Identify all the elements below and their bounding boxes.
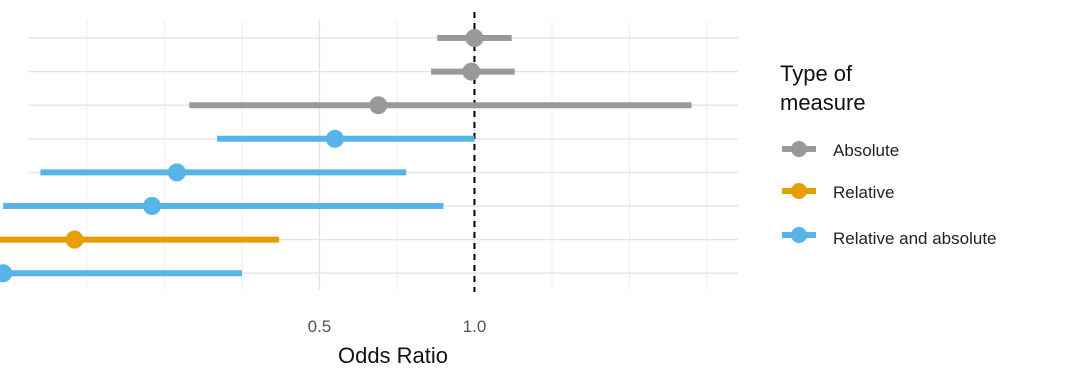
point-estimate	[0, 264, 13, 283]
point-estimate	[143, 197, 162, 215]
estimate-row	[40, 163, 407, 182]
x-axis-ticks: 0.5 1.0	[308, 317, 487, 336]
grid	[28, 20, 738, 290]
estimate-row	[189, 96, 692, 115]
legend: Type of measure Absolute Relative Relati…	[780, 61, 997, 248]
legend-key-point	[791, 227, 807, 243]
estimate-row	[437, 29, 512, 47]
legend-key-point	[791, 141, 807, 157]
legend-item-relative-and-absolute: Relative and absolute	[782, 227, 997, 248]
point-estimate	[325, 129, 344, 148]
x-axis-title: Odds Ratio	[338, 343, 448, 368]
point-estimate	[462, 62, 481, 81]
point-estimate	[465, 29, 484, 47]
estimate-row	[3, 197, 444, 215]
data-series	[0, 29, 692, 283]
point-estimate	[167, 163, 186, 182]
estimate-row	[0, 264, 242, 283]
point-estimate	[65, 230, 84, 249]
x-tick-label: 1.0	[463, 317, 487, 336]
estimate-row	[0, 230, 280, 249]
legend-key-point	[791, 183, 807, 199]
legend-label: Absolute	[833, 141, 899, 160]
legend-label: Relative and absolute	[833, 229, 997, 248]
x-tick-label: 0.5	[308, 317, 332, 336]
point-estimate	[369, 96, 388, 115]
legend-label: Relative	[833, 183, 894, 202]
estimate-row	[217, 129, 475, 148]
legend-item-absolute: Absolute	[782, 141, 899, 160]
legend-title-line-1: Type of	[780, 61, 853, 86]
estimate-row	[431, 62, 515, 81]
legend-item-relative: Relative	[782, 183, 894, 202]
legend-title-line-2: measure	[780, 90, 866, 115]
